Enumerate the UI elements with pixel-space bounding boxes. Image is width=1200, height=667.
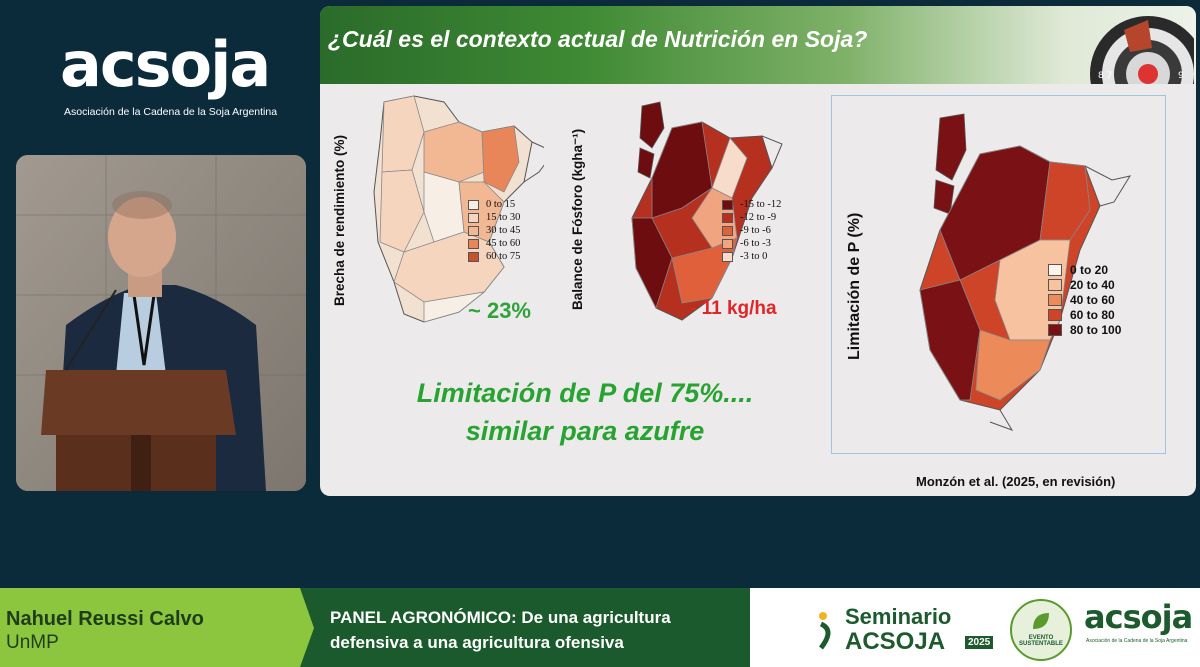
event-name-line-1: Seminario	[845, 604, 952, 629]
map3-legend-item: 80 to 100	[1048, 322, 1121, 337]
legend-swatch	[468, 212, 479, 223]
legend-label: -15 to -12	[740, 199, 782, 210]
map2-ylabel: Balance de Fósforo (kgha⁻¹)	[570, 128, 585, 310]
bracket-icon	[818, 612, 831, 650]
map2-phosphorus-balance	[631, 101, 783, 321]
chevron-right-icon	[284, 588, 314, 667]
map3-legend: 0 to 20 20 to 40 40 to 60 60 to 80 80 to…	[1048, 262, 1121, 337]
map2-legend-item: -9 to -6	[722, 224, 781, 237]
map1-legend-item: 60 to 75	[468, 250, 520, 263]
sustainable-event-badge: EVENTO SUSTENTABLE	[1010, 599, 1072, 661]
map1-legend-item: 30 to 45	[468, 224, 520, 237]
legend-swatch	[1048, 263, 1062, 276]
legend-label: 40 to 60	[1070, 292, 1115, 307]
legend-label: 45 to 60	[486, 238, 521, 249]
headline-line-2: similar para azufre	[465, 416, 705, 446]
footer-logo-subtitle: Asociación de la Cadena de la Soja Argen…	[1086, 638, 1188, 644]
phosphorus-balance-stat: - 11 kg/ha	[690, 298, 777, 319]
legend-swatch	[722, 251, 733, 262]
legend-swatch	[1048, 278, 1062, 291]
legend-label: -6 to -3	[740, 238, 771, 249]
speaker-name-band	[0, 588, 300, 667]
legend-label: 60 to 80	[1070, 307, 1115, 322]
svg-text:8 7: 8 7	[1098, 71, 1112, 81]
legend-label: 30 to 45	[486, 225, 521, 236]
headline-line-1: Limitación de P del 75%....	[416, 378, 754, 408]
slide-title: ¿Cuál es el contexto actual de Nutrición…	[328, 26, 868, 52]
legend-swatch	[722, 225, 733, 236]
speaker-organization: UnMP	[6, 632, 59, 653]
legend-label: 0 to 20	[1070, 262, 1109, 277]
presentation-slide: ¿Cuál es el contexto actual de Nutrición…	[320, 6, 1196, 496]
map3-legend-item: 0 to 20	[1048, 262, 1121, 277]
seminario-logo: Seminario ACSOJA 2025	[815, 600, 1005, 660]
acsoja-logo: acsoja Asociación de la Cadena de la Soj…	[60, 32, 290, 122]
map3-ylabel: Limitación de P (%)	[846, 212, 863, 360]
speaker-name: Nahuel Reussi Calvo	[6, 608, 204, 630]
event-name-line-2: ACSOJA	[845, 628, 946, 655]
lower-third-banner: Nahuel Reussi Calvo UnMP PANEL AGRONÓMIC…	[0, 588, 1200, 667]
map3-legend-item: 60 to 80	[1048, 307, 1121, 322]
legend-label: -9 to -6	[740, 225, 771, 236]
panel-title-line-1: PANEL AGRONÓMICO: De una agricultura	[330, 608, 671, 627]
legend-swatch	[722, 212, 733, 223]
map3-legend-item: 40 to 60	[1048, 292, 1121, 307]
legend-label: 60 to 75	[486, 251, 521, 262]
map1-legend: 0 to 15 15 to 30 30 to 45 45 to 60 60 to…	[468, 198, 520, 263]
legend-label: -3 to 0	[740, 251, 768, 262]
slide-header	[320, 6, 1196, 84]
map2-legend-item: -15 to -12	[722, 198, 781, 211]
yield-gap-stat: ~ 23%	[468, 298, 531, 323]
map3-legend-item: 20 to 40	[1048, 277, 1121, 292]
legend-label: 80 to 100	[1070, 322, 1122, 337]
event-year: 2025	[965, 636, 994, 649]
map3-frame	[831, 95, 1166, 454]
legend-label: 15 to 30	[486, 212, 521, 223]
legend-swatch	[468, 238, 479, 249]
map1-legend-item: 45 to 60	[468, 237, 520, 250]
map1-ylabel: Brecha de rendimiento (%)	[332, 134, 347, 306]
panel-title-band	[300, 588, 750, 667]
map2-legend-item: -6 to -3	[722, 237, 781, 250]
logo-wordmark: acsoja	[60, 28, 271, 101]
speaker-video	[16, 155, 306, 491]
map2-legend-item: -12 to -9	[722, 211, 781, 224]
legend-swatch	[722, 238, 733, 249]
legend-swatch	[722, 199, 733, 210]
logo-subtitle: Asociación de la Cadena de la Soja Argen…	[64, 106, 278, 118]
badge-text: EVENTO SUSTENTABLE	[1019, 635, 1063, 647]
legend-swatch	[468, 225, 479, 236]
map1-legend-item: 15 to 30	[468, 211, 520, 224]
legend-swatch	[1048, 293, 1062, 306]
slide-citation: Monzón et al. (2025, en revisión)	[916, 474, 1116, 489]
legend-swatch	[468, 251, 479, 262]
legend-swatch	[1048, 323, 1062, 336]
legend-label: 20 to 40	[1070, 277, 1115, 292]
map2-legend: -15 to -12 -12 to -9 -9 to -6 -6 to -3 -…	[722, 198, 781, 263]
acsoja-footer-logo: acsoja Asociación de la Cadena de la Soj…	[1084, 598, 1194, 658]
svg-text:9: 9	[1178, 71, 1184, 81]
legend-label: 0 to 15	[486, 199, 516, 210]
slide-headline: Limitación de P del 75%.... similar para…	[350, 374, 820, 450]
speaker-scene	[16, 155, 306, 491]
footer-logo-wordmark: acsoja	[1084, 598, 1193, 636]
panel-title-line-2: defensiva a una agricultura ofensiva	[330, 633, 624, 652]
target-logo-icon: 8 7 9	[1090, 16, 1194, 84]
legend-swatch	[468, 199, 479, 210]
legend-swatch	[1048, 308, 1062, 321]
map1-yield-gap	[373, 95, 544, 323]
leaf-icon	[1033, 613, 1049, 629]
map1-legend-item: 0 to 15	[468, 198, 520, 211]
legend-label: -12 to -9	[740, 212, 777, 223]
map2-legend-item: -3 to 0	[722, 250, 781, 263]
